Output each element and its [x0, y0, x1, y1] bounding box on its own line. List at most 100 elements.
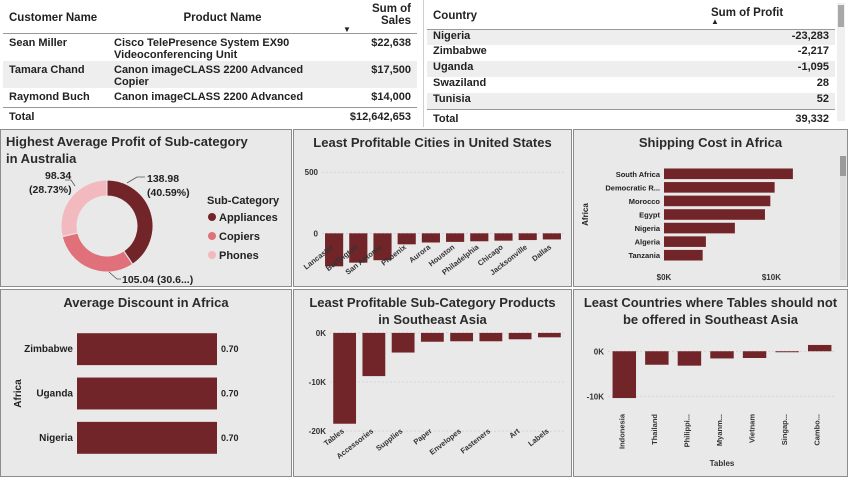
table-row[interactable]: Zimbabwe -2,217 — [433, 45, 829, 57]
x-tick-label: Labels — [526, 426, 550, 448]
bar-uganda — [77, 377, 217, 410]
bar-zimbabwe — [77, 333, 217, 366]
table-row[interactable]: Tunisia 52 — [427, 93, 835, 109]
header-customer-name[interactable]: Customer Name — [9, 12, 98, 24]
subcat-chart-panel: Least Profitable Sub-Category Products i… — [293, 289, 572, 477]
header-product-name[interactable]: Product Name — [183, 12, 262, 24]
chart-title: Least Profitable Sub-Category Products i… — [309, 295, 556, 327]
table-row[interactable]: Swaziland 28 — [433, 77, 829, 89]
legend-marker — [208, 213, 216, 221]
bar-myanm- — [710, 351, 734, 359]
bar-egypt — [664, 209, 765, 220]
bar-paper — [420, 332, 444, 342]
bar-democratic-r- — [664, 182, 775, 193]
sales-cell: $22,638 — [371, 37, 411, 49]
profit-table: Country Sum of Profit ▲ Nigeria -23,283 Zi… — [427, 3, 835, 125]
y-tick-label: -20K — [309, 427, 327, 436]
table-row[interactable]: Raymond Buch Canon imageCLASS 2200 Advan… — [3, 88, 417, 108]
x-tick-label: Dallas — [530, 242, 553, 263]
discount-bar-chart: Zimbabwe 0.70 Uganda 0.70 Nigeria 0.70 Africa — [13, 333, 239, 454]
header-country[interactable]: Country — [433, 9, 478, 22]
y-tick-label: Zimbabwe — [24, 344, 73, 355]
y-tick-label: -10K — [309, 378, 327, 387]
bar-phoenix — [397, 233, 416, 245]
bar-lancaster — [325, 233, 344, 267]
header-sum-of-sales[interactable]: Sum of Sales ▼ — [343, 3, 411, 34]
data-label: 98.34 — [45, 170, 71, 182]
table-row[interactable]: Uganda -1,095 — [427, 61, 835, 77]
y-tick-label: Nigeria — [39, 433, 73, 444]
y-tick-label: 500 — [305, 168, 319, 177]
bar-south-africa — [664, 168, 793, 180]
bar-philippi- — [677, 351, 702, 366]
y-tick-label: Nigeria — [635, 224, 661, 233]
x-axis-title: Tables — [710, 459, 735, 468]
customer-cell: Raymond Buch — [9, 91, 90, 103]
profit-table-panel: Country Sum of Profit ▲ Nigeria -23,283 Zi… — [427, 0, 847, 127]
bar-nigeria — [664, 222, 735, 234]
legend-entry-phones: Phones — [219, 250, 259, 262]
bar-philadelphia — [470, 233, 489, 242]
x-tick-label: Vietnam — [748, 414, 757, 443]
bar-labels — [537, 332, 561, 338]
y-axis-title: Africa — [581, 203, 590, 226]
product-cell: Canon imageCLASS 2200 Advanced — [114, 91, 304, 103]
scrollbar-thumb[interactable] — [840, 156, 846, 176]
x-tick-label: Philippi... — [682, 414, 691, 447]
sort-asc-icon: ▲ — [711, 16, 719, 26]
countries-bar-chart: 0K -10K Indonesia Thailand Philippi... Myanm.… — [587, 344, 836, 468]
y-tick-label: 0K — [316, 329, 326, 338]
y-tick-label: -10K — [587, 392, 605, 401]
chart-title: Average Discount in Africa — [63, 295, 229, 310]
profit-table-header: Country Sum of Profit ▲ — [427, 3, 835, 29]
bar-accessories — [362, 332, 386, 377]
y-tick-label: 0K — [594, 347, 604, 356]
header-sum-of-profit[interactable]: Sum of Profit ▲ — [705, 3, 835, 29]
x-tick-label: Art — [507, 426, 521, 440]
customer-cell: Tamara Chand — [9, 64, 85, 76]
leader-line — [126, 176, 145, 184]
x-tick-label: Singap... — [780, 414, 789, 445]
donut-chart: 138.98 (40.59%) 105.04 (30.6...) 98.34 (28.7… — [29, 170, 280, 286]
chart-title: Least Profitable Cities in United States — [313, 135, 552, 150]
legend-marker — [208, 232, 216, 240]
y-tick-label: Democratic R... — [605, 183, 660, 192]
y-axis-title: Africa — [13, 379, 24, 408]
table-total-row: Total $12,642,653 — [3, 107, 417, 124]
chart-title: Shipping Cost in Africa — [638, 135, 783, 150]
x-tick-label: $0K — [657, 273, 672, 282]
bar-algeria — [664, 236, 706, 247]
table-row[interactable]: Sean Miller Cisco TelePresence System EX… — [3, 33, 417, 61]
x-tick-label: Myanm... — [715, 414, 724, 446]
chart-title: Least Countries where Tables should not … — [583, 295, 838, 327]
sales-cell: $14,000 — [371, 91, 411, 103]
customer-cell: Sean Miller — [9, 37, 68, 49]
discount-chart-panel: Average Discount in Africa Zimbabwe 0.70 U… — [0, 289, 292, 477]
bar-tables — [333, 332, 357, 424]
x-tick-label: Envelopes — [428, 426, 463, 456]
data-label: 0.70 — [221, 389, 239, 399]
table-row[interactable]: Nigeria -23,283 — [427, 29, 835, 45]
bar-envelopes — [450, 332, 474, 342]
bar-jacksonville — [518, 233, 537, 241]
vertical-scrollbar[interactable] — [840, 156, 846, 280]
bar-morocco — [664, 195, 771, 207]
data-label: 105.04 (30.6...) — [122, 274, 193, 286]
donut-slice-copiers — [61, 232, 134, 273]
legend-marker — [208, 251, 216, 259]
cities-chart-panel: Least Profitable Cities in United States… — [293, 129, 572, 287]
y-tick-label: Morocco — [629, 197, 661, 206]
vertical-scrollbar[interactable] — [837, 3, 845, 121]
scrollbar-thumb[interactable] — [838, 5, 844, 27]
data-label: (40.59%) — [147, 187, 190, 199]
y-tick-label: South Africa — [616, 170, 661, 179]
sort-desc-icon: ▼ — [343, 25, 351, 34]
table-row[interactable]: Tamara Chand Canon imageCLASS 2200 Advan… — [3, 61, 417, 88]
bar-chicago — [494, 233, 513, 241]
x-tick-label: Thailand — [650, 414, 659, 445]
data-label: 138.98 — [147, 173, 179, 185]
bar-supplies — [391, 332, 415, 353]
y-tick-label: 0 — [314, 229, 319, 238]
legend-entry-copiers: Copiers — [219, 231, 260, 243]
